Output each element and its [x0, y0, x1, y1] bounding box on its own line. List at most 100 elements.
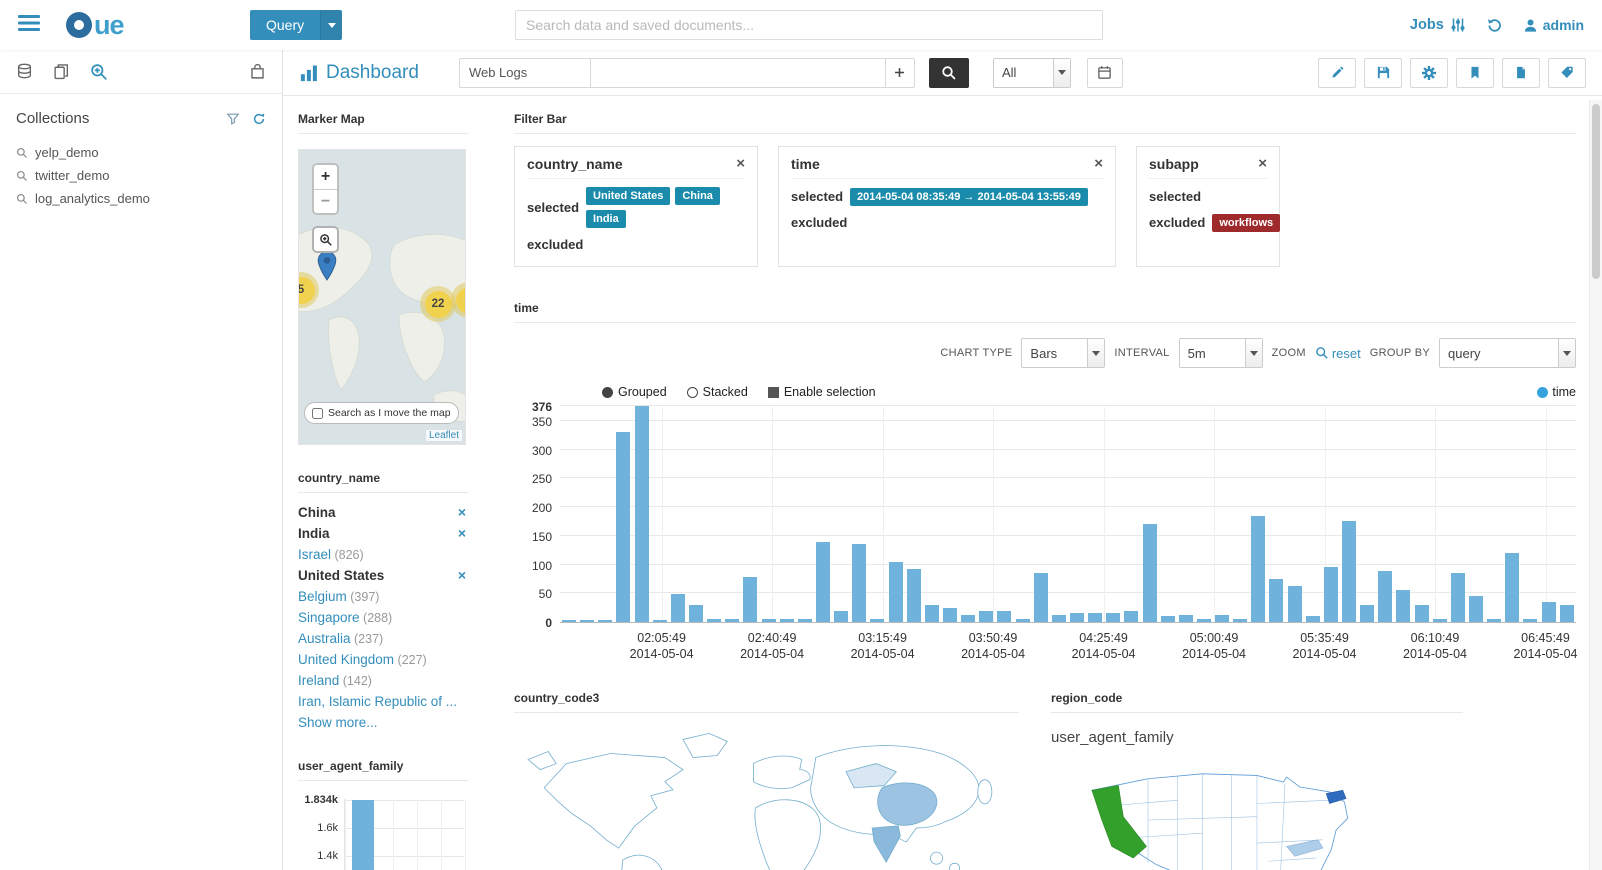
- chart-bar[interactable]: [1233, 618, 1248, 622]
- chart-bar[interactable]: [979, 610, 994, 622]
- group-by-select[interactable]: query: [1439, 338, 1576, 368]
- chart-bar[interactable]: [815, 541, 830, 622]
- close-icon[interactable]: ×: [736, 155, 745, 172]
- chart-bar[interactable]: [924, 604, 939, 622]
- zoom-in-icon[interactable]: [90, 63, 108, 81]
- dashboard-query-input[interactable]: [589, 57, 886, 88]
- chart-bar[interactable]: [1559, 604, 1574, 622]
- scope-select[interactable]: All: [992, 57, 1071, 88]
- chart-bar[interactable]: [1106, 613, 1121, 622]
- filter-chip[interactable]: workflows: [1212, 213, 1281, 232]
- facet-item[interactable]: Iran, Islamic Republic of ...: [298, 691, 468, 712]
- chart-bar[interactable]: [598, 619, 613, 622]
- chart-bar[interactable]: [707, 618, 722, 622]
- documents-icon[interactable]: [53, 63, 70, 80]
- facet-item[interactable]: Israel (826): [298, 544, 468, 565]
- facet-item[interactable]: United States ×: [298, 565, 468, 586]
- settings-button[interactable]: [1410, 57, 1448, 88]
- remove-facet-icon[interactable]: ×: [457, 567, 466, 583]
- bag-icon[interactable]: [249, 63, 266, 80]
- zoom-reset-link[interactable]: reset: [1315, 346, 1361, 361]
- chart-bar[interactable]: [906, 569, 921, 622]
- chart-bar[interactable]: [688, 604, 703, 622]
- chart-bar[interactable]: [634, 406, 649, 622]
- interval-select[interactable]: 5m: [1178, 338, 1263, 368]
- chart-bar[interactable]: [1505, 553, 1520, 622]
- map-state-highlight[interactable]: [1286, 839, 1324, 857]
- map-cluster-marker[interactable]: 22: [420, 286, 456, 322]
- facet-item[interactable]: Show more...: [298, 712, 468, 733]
- leaflet-attribution-link[interactable]: Leaflet: [425, 430, 462, 441]
- filter-chip[interactable]: 2014-05-04 08:35:49 → 2014-05-04 13:55:4…: [850, 187, 1088, 206]
- chart-bar[interactable]: [834, 610, 849, 622]
- map-pin-marker[interactable]: [314, 250, 340, 287]
- facet-item-label[interactable]: United Kingdom: [298, 652, 395, 667]
- facet-item-label[interactable]: Singapore: [298, 610, 360, 625]
- chart-bar[interactable]: [997, 610, 1012, 622]
- calendar-button[interactable]: [1086, 57, 1123, 88]
- facet-item[interactable]: Ireland (142): [298, 670, 468, 691]
- collection-item[interactable]: log_analytics_demo: [16, 187, 266, 210]
- remove-facet-icon[interactable]: ×: [457, 504, 466, 520]
- menu-icon[interactable]: [18, 14, 40, 37]
- us-map[interactable]: [1051, 754, 1387, 870]
- facet-item-label[interactable]: Belgium: [298, 589, 347, 604]
- chart-bar[interactable]: [1305, 616, 1320, 622]
- facet-item[interactable]: India ×: [298, 523, 468, 544]
- chart-bar[interactable]: [616, 432, 631, 622]
- map-state-new-york[interactable]: [1325, 789, 1347, 804]
- jobs-link[interactable]: Jobs: [1410, 17, 1466, 33]
- query-button[interactable]: Query: [250, 10, 321, 40]
- dashboard-name-input[interactable]: [458, 57, 591, 88]
- chart-bar[interactable]: [652, 619, 667, 622]
- bookmark-button[interactable]: [1456, 57, 1494, 88]
- facet-item-label[interactable]: Ireland: [298, 673, 340, 688]
- query-dropdown-button[interactable]: [320, 10, 343, 40]
- chart-type-select[interactable]: Bars: [1021, 338, 1106, 368]
- chart-bar[interactable]: [1196, 618, 1211, 622]
- map-cluster-marker[interactable]: 5: [299, 272, 319, 308]
- chart-bar[interactable]: [743, 577, 758, 622]
- database-icon[interactable]: [16, 63, 33, 80]
- facet-item-label[interactable]: Show more...: [298, 715, 378, 730]
- tags-button[interactable]: [1548, 57, 1586, 88]
- collection-item[interactable]: yelp_demo: [16, 141, 266, 164]
- facet-item-label[interactable]: Iran, Islamic Republic of ...: [298, 694, 458, 709]
- map-region-kazakhstan[interactable]: [845, 763, 897, 789]
- chart-bar[interactable]: [888, 561, 903, 622]
- facet-item[interactable]: China ×: [298, 502, 468, 523]
- marker-map[interactable]: + − 22 5 2: [298, 149, 466, 445]
- map-region-india[interactable]: [871, 825, 901, 863]
- query-button-group[interactable]: Query: [250, 10, 343, 40]
- chart-bar[interactable]: [352, 800, 374, 870]
- map-search-button[interactable]: [312, 226, 339, 253]
- chart-bar[interactable]: [1142, 524, 1157, 622]
- filter-chip[interactable]: United States: [586, 187, 671, 205]
- facet-item-label[interactable]: Israel: [298, 547, 332, 562]
- chart-bar[interactable]: [779, 618, 794, 622]
- edit-button[interactable]: [1318, 57, 1356, 88]
- filter-icon[interactable]: [226, 112, 240, 126]
- chart-bar[interactable]: [1396, 590, 1411, 622]
- chart-bar[interactable]: [725, 618, 740, 622]
- chart-bar[interactable]: [1287, 586, 1302, 622]
- enable-selection-checkbox[interactable]: [767, 386, 779, 398]
- search-as-move-checkbox[interactable]: [312, 407, 323, 419]
- vertical-scrollbar[interactable]: [1589, 100, 1602, 870]
- collection-item[interactable]: twitter_demo: [16, 164, 266, 187]
- remove-facet-icon[interactable]: ×: [457, 525, 466, 541]
- close-icon[interactable]: ×: [1094, 155, 1103, 172]
- facet-item[interactable]: Australia (237): [298, 628, 468, 649]
- refresh-icon[interactable]: [252, 112, 266, 126]
- chart-bar[interactable]: [1251, 515, 1266, 622]
- chart-bar[interactable]: [1069, 613, 1084, 622]
- zoom-out-button[interactable]: −: [314, 189, 337, 213]
- chart-bar[interactable]: [1033, 573, 1048, 622]
- save-button[interactable]: [1364, 57, 1402, 88]
- chart-bar[interactable]: [1215, 615, 1230, 622]
- filter-chip[interactable]: China: [675, 187, 720, 205]
- time-chart-plot[interactable]: [560, 405, 1576, 623]
- chart-bar[interactable]: [852, 544, 867, 622]
- user-menu[interactable]: admin: [1523, 17, 1584, 33]
- chart-bar[interactable]: [942, 607, 957, 622]
